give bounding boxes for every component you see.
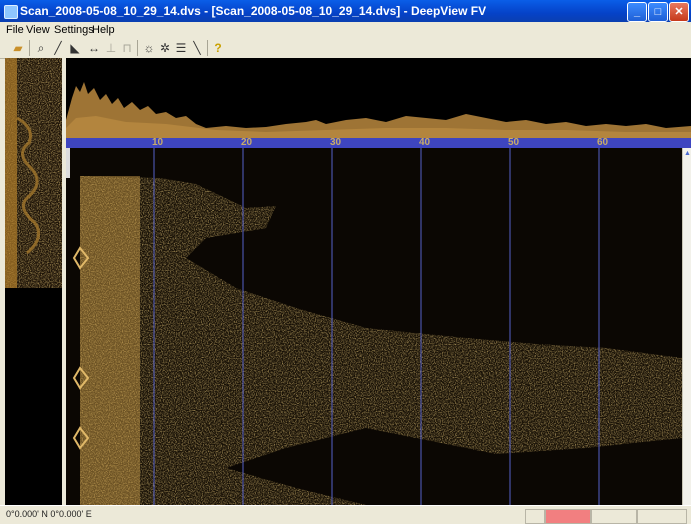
vertical-scrollbar[interactable]: ▲ xyxy=(682,148,691,505)
coordinates-readout: 0°0.000' N 0°0.000' E xyxy=(6,509,92,519)
title-bar: Scan_2008-05-08_10_29_14.dvs - [Scan_200… xyxy=(0,0,691,22)
status-pane xyxy=(525,509,545,524)
maximize-button[interactable]: □ xyxy=(648,2,668,22)
annotation-icon[interactable]: ╲ xyxy=(193,41,201,55)
sonar-image-view[interactable] xyxy=(66,148,682,505)
amplitude-profile xyxy=(66,58,691,148)
status-indicator xyxy=(545,509,591,524)
height-marker-icon[interactable]: ⊥ xyxy=(105,41,117,55)
grid-icon[interactable]: ☰ xyxy=(175,41,187,55)
distance-ruler: 10 20 30 40 50 60 xyxy=(66,137,691,148)
close-button[interactable]: ✕ xyxy=(669,2,689,22)
overview-image xyxy=(5,58,62,505)
ruler-tick-label: 40 xyxy=(419,137,431,148)
gridlines xyxy=(153,148,600,505)
toolbar-separator xyxy=(207,40,208,56)
ruler-tick-label: 30 xyxy=(330,137,342,148)
menu-settings[interactable]: Settings xyxy=(54,24,94,36)
measure-line-icon[interactable]: ╱ xyxy=(54,41,62,55)
brightness-icon[interactable]: ☼ xyxy=(143,41,155,55)
menu-bar: File View Settings Help xyxy=(0,22,691,38)
menu-help[interactable]: Help xyxy=(92,24,115,36)
open-folder-icon[interactable]: ▰ xyxy=(13,41,23,55)
zoom-icon[interactable]: ⌕ xyxy=(37,41,45,55)
ruler-tick-label: 60 xyxy=(597,137,609,148)
menu-file[interactable]: File xyxy=(6,24,24,36)
sonar-image xyxy=(66,148,682,505)
minimize-button[interactable]: _ xyxy=(627,2,647,22)
window-title: Scan_2008-05-08_10_29_14.dvs - [Scan_200… xyxy=(20,4,487,18)
help-icon[interactable]: ? xyxy=(214,41,222,55)
toolbar-separator xyxy=(137,40,138,56)
contrast-icon[interactable]: ✲ xyxy=(159,41,171,55)
status-pane xyxy=(591,509,637,524)
status-pane xyxy=(637,509,687,524)
status-bar: 0°0.000' N 0°0.000' E xyxy=(0,505,691,524)
ruler-tick-label: 50 xyxy=(508,137,520,148)
bottom-profile-icon[interactable]: ◣ xyxy=(70,41,80,55)
toolbar-separator xyxy=(29,40,30,56)
shadow-marker-icon[interactable]: ⊓ xyxy=(122,41,132,55)
width-measure-icon[interactable]: ↔ xyxy=(88,41,100,55)
menu-view[interactable]: View xyxy=(26,24,50,36)
scroll-up-icon[interactable]: ▲ xyxy=(684,150,691,157)
ruler-tick-label: 20 xyxy=(241,137,253,148)
ruler-tick-label: 10 xyxy=(152,137,164,148)
amplitude-chart xyxy=(66,82,691,138)
app-icon xyxy=(4,5,18,19)
panel-splitter[interactable] xyxy=(62,58,66,505)
toolbar: ▰ ⌕ ╱ ◣ ↔ ⊥ ⊓ ☼ ✲ ☰ ╲ ? xyxy=(0,38,691,59)
scan-overview[interactable] xyxy=(5,58,62,505)
